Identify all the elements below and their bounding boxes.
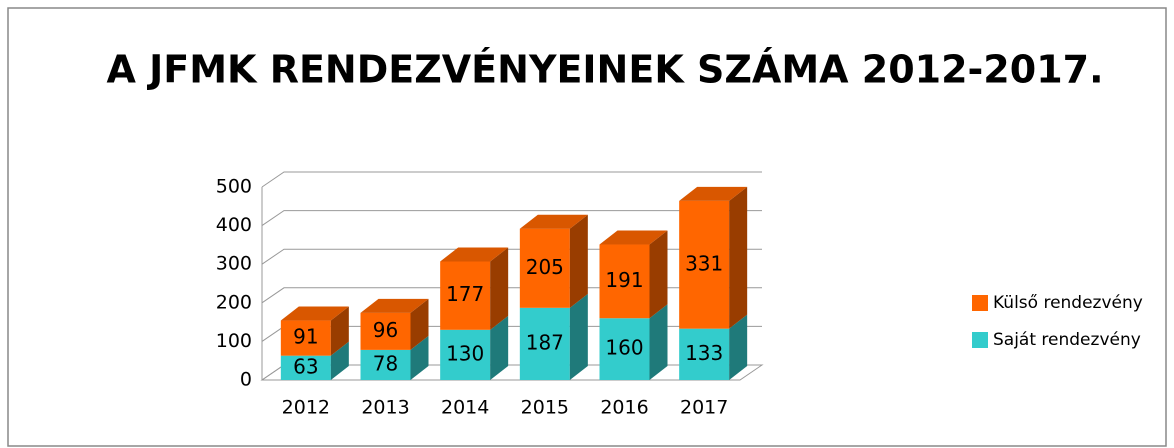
bar <box>599 318 650 380</box>
bar-top <box>519 214 588 229</box>
bar <box>519 307 570 380</box>
bar-side <box>729 186 748 329</box>
x-tick-label: 2015 <box>521 397 569 419</box>
y-tick-label: 0 <box>240 369 252 391</box>
grid-line <box>261 171 762 188</box>
bar <box>440 261 491 330</box>
bar-top <box>360 298 429 313</box>
bar <box>360 312 411 350</box>
bar <box>519 228 570 308</box>
bar-side <box>410 335 429 380</box>
data-label: 130 <box>446 341 484 365</box>
bar-side <box>490 315 509 380</box>
data-label: 133 <box>685 341 723 365</box>
data-label: 91 <box>293 325 318 349</box>
data-label: 63 <box>293 354 318 378</box>
bar <box>679 200 730 329</box>
bar-side <box>729 314 748 380</box>
bar-side <box>569 293 588 380</box>
bar <box>360 349 411 380</box>
x-tick-label: 2012 <box>282 397 330 419</box>
bar-side <box>569 214 588 308</box>
y-tick-label: 500 <box>216 176 252 198</box>
x-tick-label: 2017 <box>680 397 728 419</box>
data-label: 160 <box>605 336 643 360</box>
y-tick-label: 200 <box>216 291 252 313</box>
bar-side <box>490 247 509 330</box>
bar <box>599 244 650 319</box>
y-tick-label: 400 <box>216 214 252 236</box>
bar-top <box>440 247 509 262</box>
bar-side <box>649 230 668 319</box>
data-label: 96 <box>373 318 398 342</box>
bar-top <box>599 230 668 245</box>
legend-swatch <box>972 332 988 348</box>
x-tick-label: 2013 <box>361 397 409 419</box>
bar-top <box>280 306 349 321</box>
legend-label: Külső rendezvény <box>993 293 1143 313</box>
data-label: 191 <box>605 268 643 292</box>
bar <box>440 329 491 380</box>
bar <box>679 328 730 380</box>
data-label: 177 <box>446 282 484 306</box>
data-label: 205 <box>526 255 564 279</box>
bar-side <box>410 298 429 350</box>
data-label: 331 <box>685 251 723 275</box>
bar-side <box>330 341 349 380</box>
bar <box>280 320 331 356</box>
legend-swatch <box>972 295 988 311</box>
x-tick-label: 2014 <box>441 397 489 419</box>
chart-title: A JFMK RENDEZVÉNYEINEK SZÁMA 2012-2017. <box>106 48 1103 92</box>
bar-top <box>679 186 748 201</box>
bar-side <box>330 306 349 356</box>
bar-side <box>649 304 668 380</box>
data-label: 78 <box>373 351 398 375</box>
legend-label: Saját rendezvény <box>993 330 1141 350</box>
data-label: 187 <box>526 330 564 354</box>
y-tick-label: 300 <box>216 253 252 275</box>
bar <box>280 355 331 380</box>
x-tick-label: 2016 <box>600 397 648 419</box>
grid-line <box>261 210 762 227</box>
y-tick-label: 100 <box>216 330 252 352</box>
